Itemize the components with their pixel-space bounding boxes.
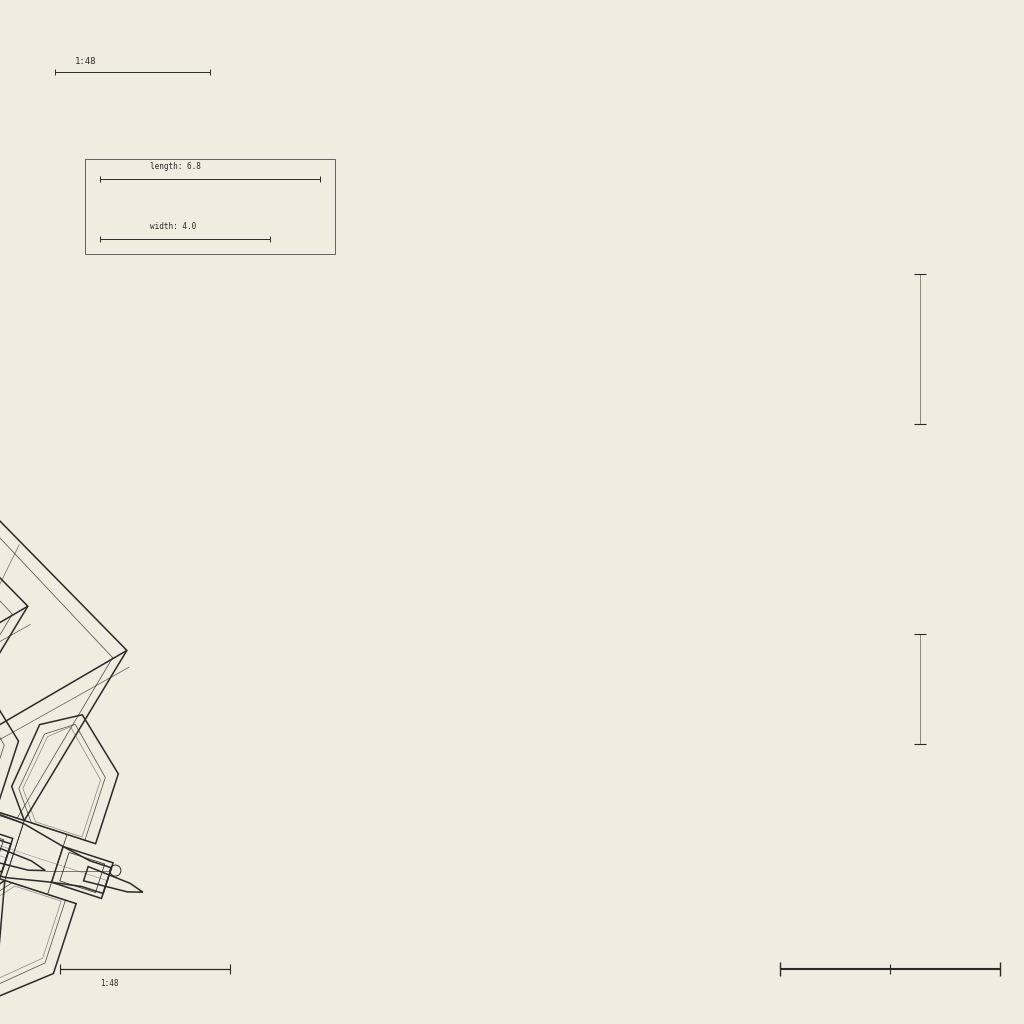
Bar <box>85 159 335 254</box>
Text: 1:48: 1:48 <box>75 57 96 66</box>
Text: length: 6.8: length: 6.8 <box>150 162 201 171</box>
Text: width: 4.0: width: 4.0 <box>150 222 197 231</box>
Text: 1:48: 1:48 <box>100 979 119 988</box>
